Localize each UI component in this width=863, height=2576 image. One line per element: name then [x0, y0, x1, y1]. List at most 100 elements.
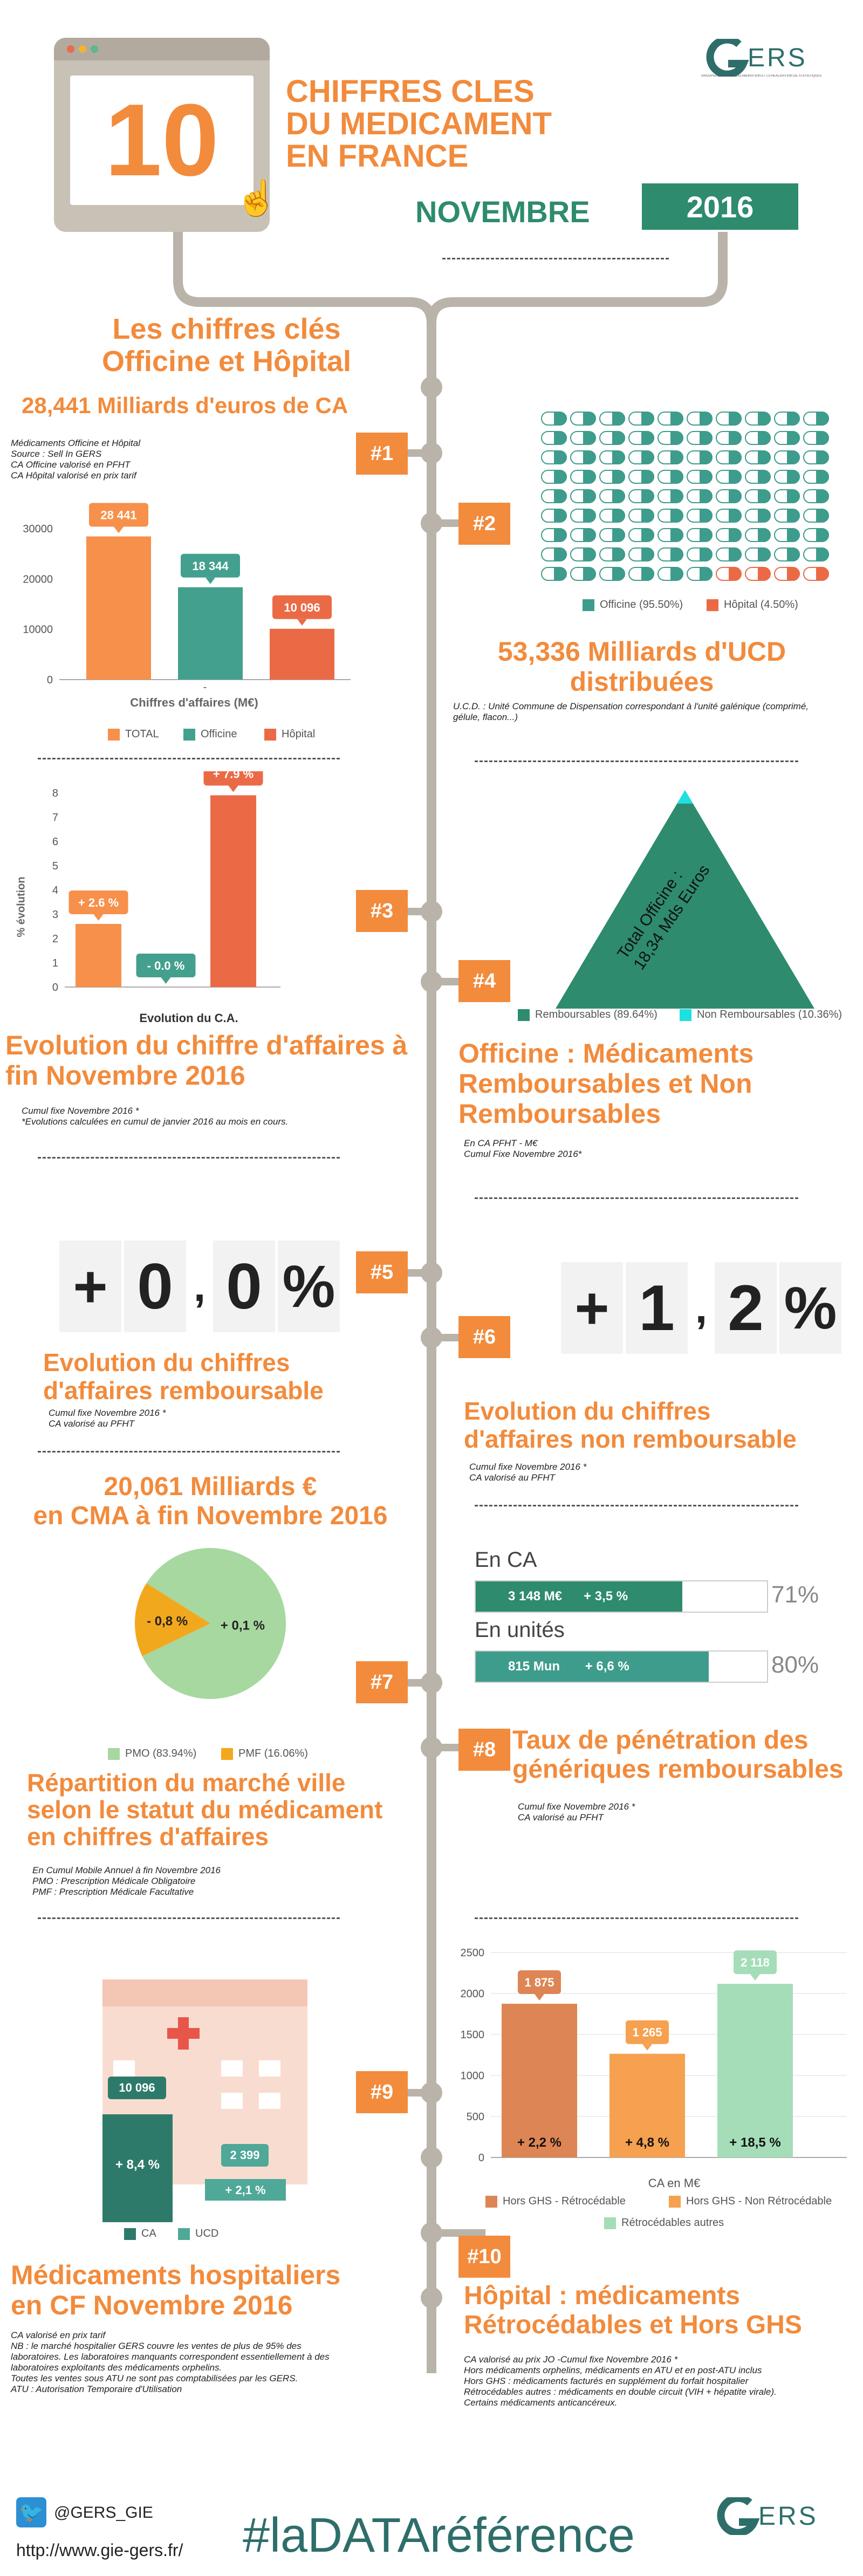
pill-fill: [729, 509, 742, 522]
pill-fill: [670, 412, 683, 425]
pill-fill: [729, 490, 742, 503]
divider-8: [475, 1917, 798, 1919]
cursor-hand-icon: ☝: [235, 179, 278, 217]
divider-7: [38, 1917, 340, 1919]
s2-headline: 53,336 Milliards d'UCD distribuées: [497, 636, 786, 697]
pie-slice-label: - 0,8 %: [147, 1614, 188, 1628]
pill-fill: [816, 412, 829, 425]
pill-fill: [787, 567, 800, 580]
bar: [76, 924, 121, 987]
triangle-officine: Total Officine : 18,34 Mds Euros: [556, 790, 814, 1009]
bar: [210, 795, 256, 987]
s8-ca-bar-fill: 3 148 M€ + 3,5 %: [476, 1581, 683, 1612]
bar: [178, 587, 243, 680]
data-label: 18 344: [192, 559, 229, 573]
y-tick-label: 0: [478, 2152, 484, 2164]
data-label: 1 875: [524, 1976, 554, 1989]
pill-fill: [612, 567, 625, 580]
s3-x-axis-title: Evolution du C.A.: [139, 1011, 238, 1025]
data-label-box: [89, 503, 148, 527]
badge-2: #2: [458, 503, 510, 545]
hosp-ca-label: 10 096: [108, 2077, 166, 2099]
s6-headline: Evolution du chiffres d'affaires non rem…: [464, 1397, 797, 1453]
s1-legend: TOTAL Officine Hôpital: [97, 728, 367, 744]
window-dot-yellow-icon: [79, 45, 86, 53]
s9-chart-legend: Hors GHS - Rétrocédable Hors GHS - Non R…: [485, 2195, 863, 2233]
pill-fill: [729, 470, 742, 483]
data-label-box: [136, 954, 196, 977]
pie-pmo-pmf: + 0,1 % - 0,8 %: [135, 1548, 286, 1699]
pill-fill: [729, 431, 742, 444]
pill-fill: [787, 431, 800, 444]
pill-fill: [641, 451, 654, 464]
pill-fill: [583, 548, 596, 561]
pill-fill: [583, 509, 596, 522]
title-line-3: EN FRANCE: [286, 139, 469, 174]
data-label: 28 441: [100, 509, 136, 522]
pill-fill: [758, 470, 771, 483]
y-tick-label: 30000: [23, 523, 53, 535]
window-dot-green-icon: [91, 45, 98, 53]
hospital-cross-icon: [167, 2017, 200, 2050]
twitter-icon[interactable]: 🐦: [16, 2497, 46, 2527]
y-tick-label: 2500: [461, 1947, 485, 1959]
data-label-box: [518, 1970, 561, 1994]
y-tick-label: 0: [52, 982, 58, 994]
bar-growth-label: + 18,5 %: [729, 2135, 780, 2150]
divider-5: [38, 1451, 340, 1453]
pill-fill: [612, 548, 625, 561]
twitter-handle[interactable]: @GERS_GIE: [54, 2504, 153, 2522]
s7-notes: En Cumul Mobile Annuel à fin Novembre 20…: [32, 1865, 221, 1897]
pill-fill: [700, 490, 713, 503]
data-label-pointer: [642, 2044, 652, 2051]
s3-headline: Evolution du chiffre d'affaires à fin No…: [5, 1030, 408, 1091]
pill-fill: [816, 548, 829, 561]
data-label: 1 265: [632, 2026, 662, 2039]
s8-units-bar-fill: 815 Mun + 6,6 %: [476, 1652, 709, 1682]
y-tick-label: 20000: [23, 573, 53, 585]
s6-notes: Cumul fixe Novembre 2016 * CA valorisé a…: [469, 1462, 587, 1483]
data-label-pointer: [535, 1994, 544, 2000]
pill-fill: [583, 529, 596, 542]
divider-1: [38, 758, 340, 759]
pill-fill: [816, 451, 829, 464]
website-link[interactable]: http://www.gie-gers.fr/: [16, 2540, 183, 2560]
pill-fill: [554, 509, 567, 522]
data-label-pointer: [750, 1974, 760, 1981]
badge-10: #10: [458, 2236, 510, 2278]
year-badge: 2016: [642, 183, 798, 230]
data-label: + 7.9 %: [213, 771, 254, 781]
pill-fill: [612, 509, 625, 522]
s8-ca-bar-track: 3 148 M€ + 3,5 %: [475, 1580, 768, 1613]
data-label-pointer: [206, 577, 215, 584]
hosp-ca-bar: + 8,4 %: [102, 2114, 173, 2222]
y-tick-label: 8: [52, 787, 58, 799]
pill-fill: [670, 470, 683, 483]
year-label: 2016: [686, 189, 754, 224]
s2-notes: U.C.D. : Unité Commune de Dispensation c…: [453, 701, 809, 722]
title-line-1: CHIFFRES CLES: [286, 74, 535, 109]
s4-headline: Officine : Médicaments Remboursables et …: [458, 1038, 754, 1129]
bar: [86, 536, 151, 680]
pill-fill: [583, 490, 596, 503]
data-label-pointer: [228, 785, 238, 792]
s7-title: Répartition du marché ville selon le sta…: [27, 1769, 383, 1851]
pill-fill: [787, 412, 800, 425]
s5-digits: + 0 , 0 %: [59, 1241, 345, 1332]
s4-notes: En CA PFHT - M€ Cumul Fixe Novembre 2016…: [464, 1138, 582, 1159]
pie-slice: [142, 1548, 286, 1699]
data-label-box: [626, 2020, 669, 2044]
pill-fill: [729, 451, 742, 464]
pill-grid-officine-hopital: [541, 412, 829, 581]
s8-headline: Taux de pénétration des génériques rembo…: [512, 1726, 844, 1784]
chart-ca-bars: 0 10000 20000 30000 28 441 18 344 10 096 -: [23, 503, 351, 693]
pill-fill: [787, 451, 800, 464]
pill-fill: [641, 509, 654, 522]
pill-fill: [670, 509, 683, 522]
pill-fill: [729, 529, 742, 542]
header-title: CHIFFRES CLES DU MEDICAMENT EN FRANCE: [286, 76, 717, 173]
s8-ca-label: En CA: [475, 1548, 537, 1572]
title-line-2: DU MEDICAMENT: [286, 106, 552, 141]
divider-6: [475, 1505, 798, 1506]
pill-fill: [554, 412, 567, 425]
